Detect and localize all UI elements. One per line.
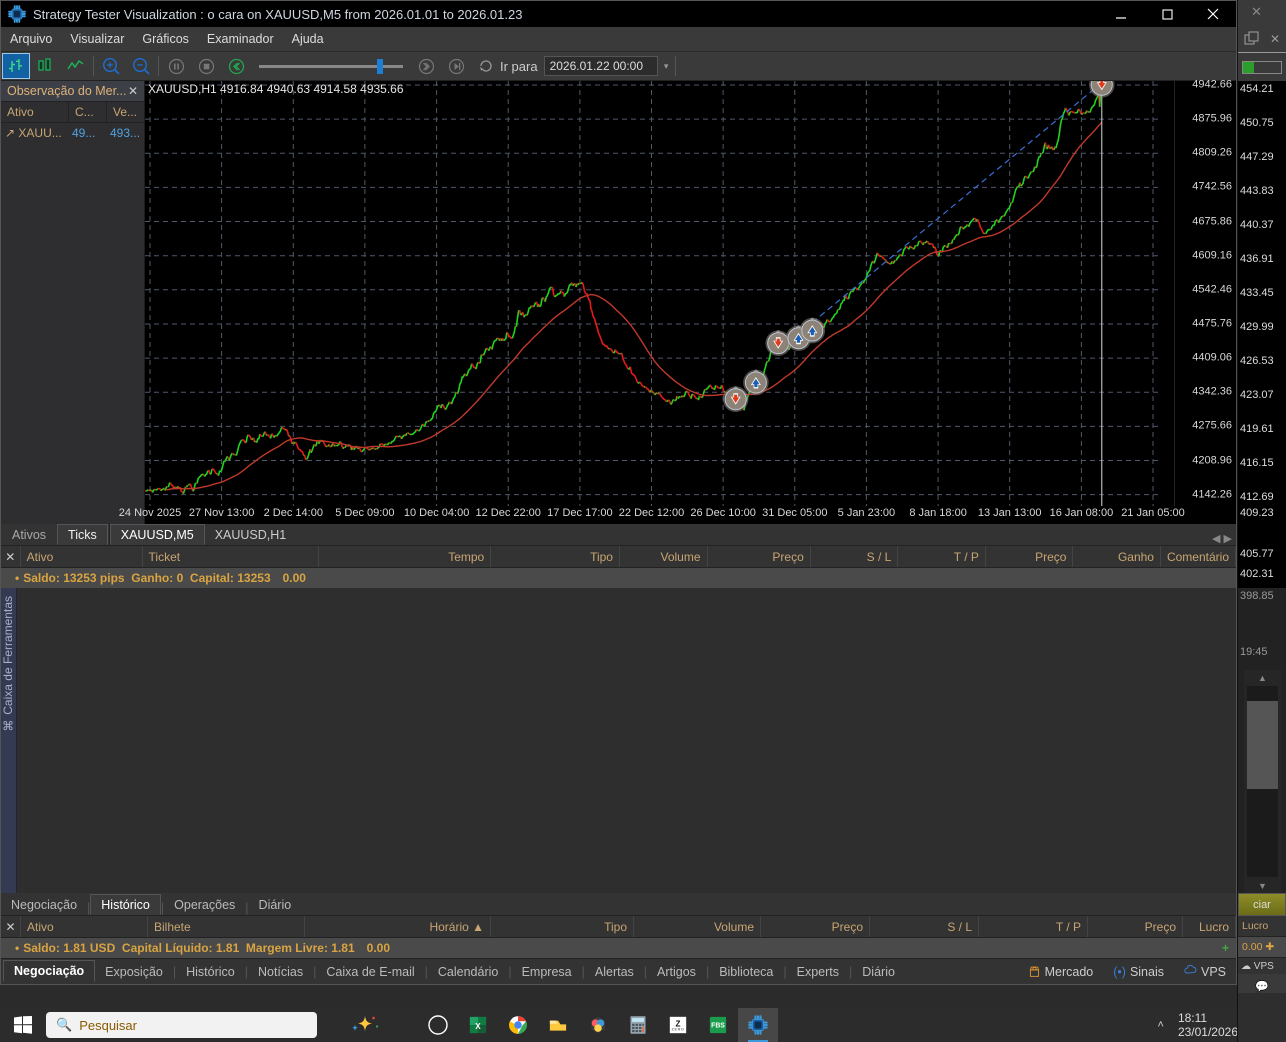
svg-text:ZERO: ZERO [672,1028,685,1032]
svg-text:X: X [475,1022,481,1031]
svg-text:Z: Z [676,1019,681,1028]
svg-text:FBS: FBS [711,1023,725,1030]
